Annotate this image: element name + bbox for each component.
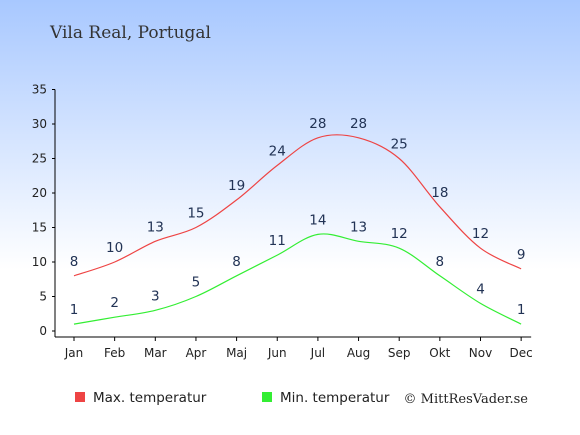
y-tick-label: 5 [39,290,47,304]
data-label: 10 [106,240,123,256]
series-line-max [73,134,522,277]
y-tick-label: 35 [32,83,47,97]
data-label: 18 [431,185,448,201]
data-label: 1 [517,302,526,318]
x-tick-label: Aug [347,346,370,360]
legend-swatch [262,392,272,402]
chart-title: Vila Real, Portugal [49,23,211,43]
x-tick-label: Mar [144,346,167,360]
data-label: 13 [147,219,164,235]
x-tick-label: Dec [510,346,533,360]
data-label: 12 [472,226,489,242]
data-label: 5 [192,275,201,291]
data-label: 8 [232,254,241,270]
x-tick-label: Jan [64,346,84,360]
series-line-min [73,233,522,325]
y-tick-label: 0 [39,324,47,338]
data-label: 11 [269,233,286,249]
legend-swatch [75,392,85,402]
data-label: 2 [110,295,119,311]
data-label: 8 [70,254,79,270]
data-label: 28 [309,116,326,132]
legend-label: Max. temperatur [93,390,207,406]
data-label: 14 [309,212,326,228]
data-label: 4 [476,281,485,297]
legend-label: Min. temperatur [280,390,390,406]
data-label: 15 [187,206,204,222]
data-label: 24 [269,143,286,159]
data-label: 8 [436,254,445,270]
y-tick-label: 10 [32,255,47,269]
x-tick-label: Apr [186,346,207,360]
y-tick-label: 25 [32,152,47,166]
data-label: 25 [391,137,408,153]
data-label: 12 [391,226,408,242]
x-tick-label: Jul [310,346,325,360]
data-label: 13 [350,219,367,235]
y-tick-label: 30 [32,117,47,131]
data-label: 1 [70,302,79,318]
data-label: 28 [350,116,367,132]
x-tick-label: Jun [267,346,287,360]
y-tick-label: 20 [32,186,47,200]
credit-text: © MittResVader.se [404,392,529,407]
y-tick-label: 15 [32,221,47,235]
x-tick-label: Sep [388,346,411,360]
x-tick-label: Maj [226,346,247,360]
legend: Max. temperatur Min. temperatur [75,390,390,406]
series-lines [73,134,522,325]
x-tick-label: Feb [104,346,125,360]
data-label: 19 [228,178,245,194]
x-tick-label: Nov [469,346,492,360]
data-label: 3 [151,288,160,304]
x-tick-label: Okt [429,346,450,360]
data-label: 9 [517,247,526,263]
